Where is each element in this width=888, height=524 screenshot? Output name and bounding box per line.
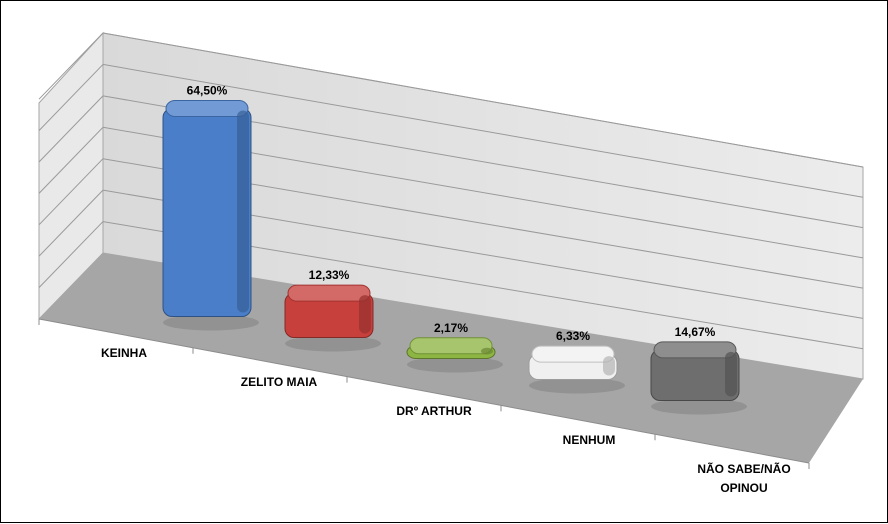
gridline-side: [38, 32, 104, 100]
category-label: ZELITO MAIA: [241, 375, 318, 389]
gridline-side: [38, 189, 104, 257]
gridline-side: [38, 221, 104, 288]
data-labels: 64,50% 12,33% 2,17% 6,33% 14,67%: [187, 84, 716, 344]
data-label: 12,33%: [309, 268, 350, 282]
gridline: [102, 63, 864, 198]
data-label: 6,33%: [556, 329, 590, 343]
gridline-side: [38, 158, 104, 226]
bar: [528, 345, 625, 394]
data-label: 2,17%: [434, 321, 468, 335]
category-label: DRº ARTHUR: [396, 404, 472, 418]
category-label: OPINOU: [720, 481, 767, 495]
bar: [406, 337, 503, 373]
bar: [650, 341, 747, 415]
category-label: NÃO SABE/NÃO: [697, 461, 790, 476]
axis-ticks: [38, 319, 810, 469]
category-labels: KEINHA ZELITO MAIA DRº ARTHUR NENHUM NÃO SAB…: [101, 346, 791, 495]
gridline-side: [38, 64, 104, 131]
data-label: 14,67%: [675, 325, 716, 339]
gridline-side: [38, 126, 104, 194]
category-label: KEINHA: [101, 346, 147, 360]
bars: [162, 100, 747, 415]
bar: [284, 284, 381, 352]
bar: [162, 100, 259, 331]
data-label: 64,50%: [187, 84, 228, 98]
category-label: NENHUM: [563, 433, 616, 447]
category-axis: [38, 318, 810, 464]
gridline-side: [38, 95, 104, 163]
gridline: [102, 32, 864, 168]
